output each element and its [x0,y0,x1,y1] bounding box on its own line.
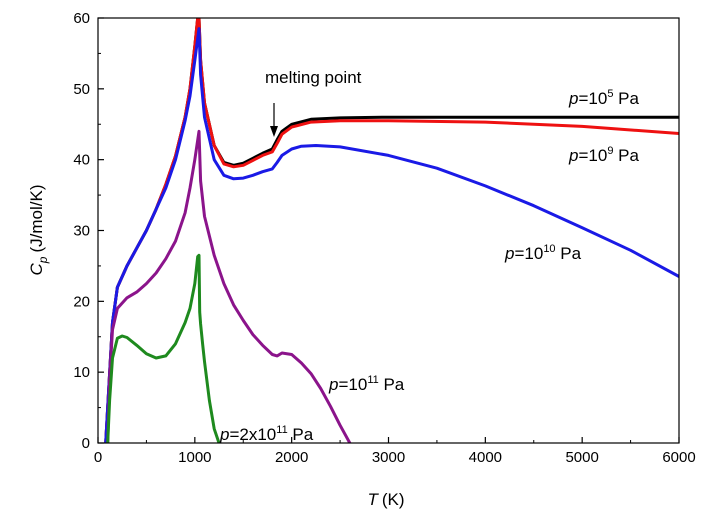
ticks-layer: 0 1000 2000 3000 4000 5000 6000 0 10 20 30 40 50 60 [73,10,695,466]
x-tick-label: 3000 [372,449,405,466]
y-tick-label: 10 [73,364,90,381]
label-series-1e9: p=109 Pa [568,145,639,165]
x-tick-label: 5000 [565,449,598,466]
x-tick-label: 2000 [275,449,308,466]
y-tick-label: 20 [73,293,90,310]
label-series-1e11: p=1011 Pa [328,374,405,394]
y-tick-label: 50 [73,81,90,98]
y-tick-label: 30 [73,223,90,240]
x-tick-label: 0 [94,449,102,466]
series-line-4 [106,253,221,443]
label-series-1e5: p=105 Pa [568,88,639,108]
y-axis-symbol: C [27,262,46,275]
x-axis-unit: (K) [382,490,405,509]
y-axis-label: Cp (J/mol/K) [27,185,50,276]
y-tick-label: 60 [73,10,90,27]
x-tick-label: 4000 [469,449,502,466]
x-tick-label: 6000 [662,449,695,466]
y-axis-unit: (J/mol/K) [27,185,46,253]
series-line-3 [106,129,352,443]
series-line-2 [104,27,679,443]
melting-point-label: melting point [265,68,362,87]
label-series-2e11: p=2x1011 Pa [219,424,314,444]
series-layer [104,18,679,443]
y-tick-label: 40 [73,152,90,169]
x-axis-label: T (K) [367,490,404,509]
y-tick-label: 0 [82,435,90,452]
x-tick-label: 1000 [178,449,211,466]
melting-point-arrow [270,103,278,137]
x-axis-symbol: T [367,490,379,509]
y-axis-subscript: p [36,256,50,264]
label-series-1e10: p=1010 Pa [504,243,582,263]
